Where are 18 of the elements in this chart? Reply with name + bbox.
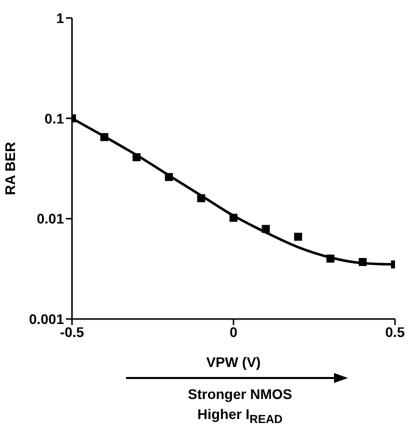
point — [262, 224, 270, 233]
point — [358, 258, 367, 266]
y-axis-title: RA BER — [2, 142, 18, 196]
point — [132, 153, 141, 162]
text: Stronger NMOS — [186, 385, 294, 404]
x-axis-title: VPW (V) — [206, 354, 261, 370]
point — [100, 133, 108, 142]
y-tick-label: 0.01 — [36, 210, 64, 227]
point — [230, 214, 238, 222]
point — [164, 173, 173, 182]
point — [294, 232, 302, 241]
text: Higher I$_{READ}$ — [196, 405, 284, 428]
x-tick-label: 0.5 — [385, 324, 405, 340]
y-tick-label: 0.1 — [44, 110, 64, 126]
y-tick-label: 1 — [56, 10, 64, 26]
point — [326, 254, 334, 263]
point — [197, 194, 206, 202]
x-tick-label: 0 — [230, 324, 238, 340]
